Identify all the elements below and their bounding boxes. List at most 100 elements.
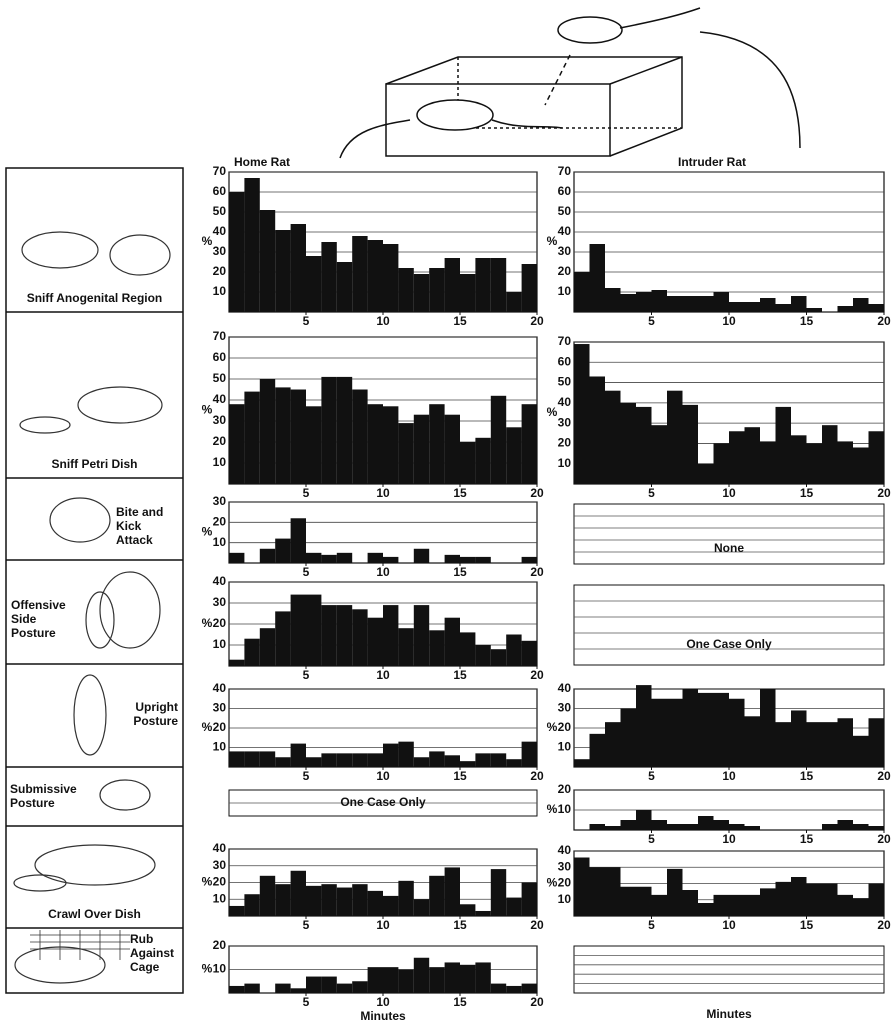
y-axis-label: % <box>202 720 213 734</box>
bar <box>729 824 745 830</box>
bar <box>760 888 776 916</box>
annotation: None <box>714 541 744 555</box>
bar <box>574 858 590 917</box>
bar <box>229 192 244 312</box>
bar <box>652 895 668 916</box>
y-tick-label: 40 <box>213 841 227 855</box>
y-tick-label: 40 <box>558 395 572 409</box>
bar <box>636 407 652 484</box>
bar <box>636 810 652 830</box>
bar <box>714 693 730 767</box>
bar <box>229 906 244 916</box>
y-axis-label: % <box>202 875 213 889</box>
bar <box>838 441 854 484</box>
behavior-label: Submissive Posture <box>10 782 86 810</box>
bar <box>791 877 807 916</box>
y-tick-label: 30 <box>213 244 227 258</box>
bar <box>652 820 668 830</box>
bar <box>306 977 321 993</box>
y-tick-label: 10 <box>213 455 227 469</box>
x-tick-label: 15 <box>453 486 467 500</box>
bar <box>853 898 869 916</box>
bar <box>667 391 683 484</box>
y-tick-label: 30 <box>558 701 572 715</box>
bar <box>745 895 761 916</box>
bar <box>260 210 275 312</box>
bar <box>869 884 885 917</box>
figure: Home Rat Intruder Rat 10203040506070%510… <box>0 0 894 1028</box>
bar <box>275 611 290 666</box>
bar <box>383 557 398 563</box>
y-tick-label: 20 <box>213 434 227 448</box>
annotation: One Case Only <box>340 795 426 809</box>
bar <box>275 884 290 916</box>
y-tick-label: 50 <box>558 375 572 389</box>
bar <box>368 618 383 666</box>
bar <box>291 744 306 767</box>
bar <box>491 753 506 767</box>
x-tick-label: 5 <box>648 918 655 932</box>
bar <box>260 876 275 916</box>
bar <box>291 518 306 563</box>
bar <box>306 406 321 484</box>
x-tick-label: 5 <box>303 668 310 682</box>
y-tick-label: 70 <box>558 164 572 178</box>
bar <box>244 178 259 312</box>
bar <box>745 826 761 830</box>
bar <box>791 296 807 312</box>
y-tick-label: 50 <box>213 371 227 385</box>
y-axis-label: % <box>202 962 213 976</box>
bar <box>429 751 444 767</box>
bar <box>429 404 444 484</box>
bar <box>429 630 444 666</box>
bar <box>244 392 259 484</box>
y-tick-label: 30 <box>558 244 572 258</box>
behavior-label: Sniff Petri Dish <box>6 457 183 471</box>
bar <box>491 396 506 484</box>
bar <box>621 709 637 768</box>
bar <box>306 553 321 563</box>
bar <box>414 274 429 312</box>
bar <box>337 753 352 767</box>
bar <box>683 405 699 484</box>
bar <box>383 967 398 993</box>
bar <box>244 984 259 993</box>
bar <box>698 296 714 312</box>
x-tick-label: 20 <box>530 668 544 682</box>
y-tick-label: 30 <box>558 859 572 873</box>
bar <box>683 296 699 312</box>
y-tick-label: 20 <box>558 782 572 796</box>
bar <box>445 258 460 312</box>
y-tick-label: 70 <box>213 164 227 178</box>
bar <box>714 292 730 312</box>
empty-panel <box>574 585 884 665</box>
bar <box>414 415 429 484</box>
y-axis-label: % <box>202 403 213 417</box>
bar <box>229 404 244 484</box>
bar <box>853 736 869 767</box>
bar <box>475 258 490 312</box>
bar <box>291 390 306 485</box>
bar <box>383 244 398 312</box>
x-tick-label: 20 <box>877 918 891 932</box>
bar <box>491 258 506 312</box>
bar <box>460 442 475 484</box>
bar <box>475 645 490 666</box>
bar <box>337 377 352 484</box>
bar <box>667 869 683 916</box>
bar <box>445 755 460 767</box>
y-tick-label: 40 <box>558 224 572 238</box>
bar <box>869 718 885 767</box>
bar <box>291 224 306 312</box>
bar <box>838 820 854 830</box>
x-tick-label: 5 <box>303 314 310 328</box>
bar <box>574 272 590 312</box>
bar <box>260 628 275 666</box>
bar <box>822 425 838 484</box>
bar <box>244 894 259 916</box>
bar <box>398 881 413 916</box>
bar <box>229 660 244 666</box>
bar <box>590 376 606 484</box>
x-axis-label: Minutes <box>360 1009 406 1023</box>
behavior-label: Bite and Kick Attack <box>116 505 180 547</box>
